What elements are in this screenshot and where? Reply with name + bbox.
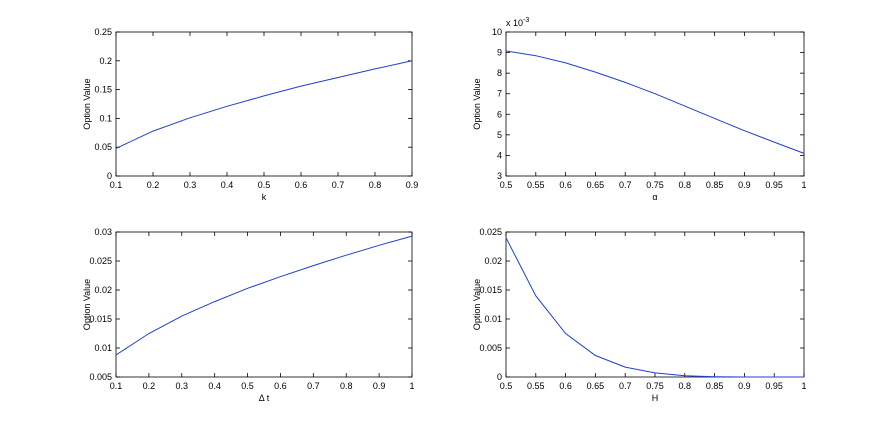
x-axis-label: Δ t xyxy=(259,393,270,403)
multiplier-exponent: -3 xyxy=(523,17,529,24)
subplot-4: 0.5 0.55 0.6 0.65 0.7 0.75 0.8 0.85 0.9 0.95 1 0 0.0… xyxy=(472,227,807,403)
x-tick-label: 1 xyxy=(801,180,806,190)
subplot-2: 0.5 0.55 0.6 0.65 0.7 0.75 0.8 0.85 0.9 0.95 1 3 4 5 6… xyxy=(472,17,807,202)
subplot-3: 0.1 0.2 0.3 0.4 0.5 0.6 0.7 0.8 0.9 1 0.005 0.01 0.0… xyxy=(82,227,415,403)
y-tick-label: 6 xyxy=(497,109,502,119)
y-tick-label: 4 xyxy=(497,150,502,160)
x-tick-label: 0.7 xyxy=(307,381,320,391)
x-tick-label: 0.9 xyxy=(373,381,386,391)
x-tick-label: 0.5 xyxy=(241,381,254,391)
x-tick-label: 0.1 xyxy=(110,180,123,190)
subplot-1: 0.1 0.2 0.3 0.4 0.5 0.6 0.7 0.8 0.9 0 0.05 0.1 0.15 0… xyxy=(82,27,418,202)
multiplier-base: x 10 xyxy=(506,18,523,28)
y-tick-label: 0.15 xyxy=(94,85,112,95)
x-tick-label: 1 xyxy=(409,381,414,391)
y-tick-label: 0.015 xyxy=(89,314,112,324)
x-tick-label: 0.7 xyxy=(619,180,632,190)
x-tick-label: 0.5 xyxy=(258,180,271,190)
y-tick-label: 0.025 xyxy=(479,227,502,237)
x-tick-label: 1 xyxy=(801,381,806,391)
y-tick-label: 0.02 xyxy=(484,256,502,266)
x-tick-label: 0.8 xyxy=(340,381,353,391)
x-tick-label: 0.8 xyxy=(679,180,692,190)
y-tick-label: 8 xyxy=(497,68,502,78)
x-tick-label: 0.95 xyxy=(765,381,783,391)
x-tick-label: 0.5 xyxy=(500,180,513,190)
y-tick-label: 5 xyxy=(497,130,502,140)
x-tick-label: 0.4 xyxy=(208,381,221,391)
y-tick-label: 0.005 xyxy=(89,372,112,382)
x-tick-label: 0.65 xyxy=(587,381,605,391)
x-tick-label: 0.8 xyxy=(369,180,382,190)
series-line xyxy=(115,60,413,149)
y-tick-label: 0.025 xyxy=(89,256,112,266)
x-tick-label: 0.55 xyxy=(527,180,545,190)
y-tick-label: 0.01 xyxy=(484,314,502,324)
x-tick-label: 0.6 xyxy=(295,180,308,190)
x-tick-label: 0.85 xyxy=(706,381,724,391)
y-tick-label: 10 xyxy=(492,27,502,37)
x-tick-label: 0.6 xyxy=(559,180,572,190)
x-tick-label: 0.6 xyxy=(274,381,287,391)
x-tick-label: 0.9 xyxy=(406,180,419,190)
y-tick-label: 0.25 xyxy=(94,27,112,37)
y-axis-multiplier: x 10-3 xyxy=(506,17,529,28)
y-tick-label: 0 xyxy=(107,171,112,181)
x-tick-label: 0.3 xyxy=(184,180,197,190)
y-tick-label: 3 xyxy=(497,171,502,181)
x-tick-label: 0.2 xyxy=(143,381,156,391)
x-axis-label: H xyxy=(652,393,659,403)
y-tick-label: 0.01 xyxy=(94,343,112,353)
y-tick-label: 0.005 xyxy=(479,343,502,353)
plot-area xyxy=(115,31,413,177)
x-tick-label: 0.55 xyxy=(527,381,545,391)
y-axis-label: Option Value xyxy=(82,78,92,129)
plot-area xyxy=(505,31,805,177)
x-tick-label: 0.85 xyxy=(706,180,724,190)
y-tick-label: 0.05 xyxy=(94,142,112,152)
y-tick-label: 0 xyxy=(497,372,502,382)
x-tick-label: 0.75 xyxy=(646,180,664,190)
y-tick-label: 9 xyxy=(497,48,502,58)
x-axis-label: k xyxy=(262,192,267,202)
x-tick-label: 0.2 xyxy=(147,180,160,190)
y-axis-label: Option Value xyxy=(472,279,482,330)
y-tick-label: 0.1 xyxy=(99,113,112,123)
x-tick-label: 0.3 xyxy=(176,381,189,391)
plot-area xyxy=(505,231,805,378)
series-line xyxy=(505,237,804,378)
x-tick-label: 0.8 xyxy=(679,381,692,391)
x-tick-label: 0.9 xyxy=(738,180,751,190)
y-tick-label: 0.015 xyxy=(479,285,502,295)
y-tick-label: 0.02 xyxy=(94,285,112,295)
x-tick-label: 0.4 xyxy=(221,180,234,190)
x-tick-label: 0.1 xyxy=(110,381,123,391)
series-line xyxy=(115,235,413,356)
x-tick-label: 0.7 xyxy=(619,381,632,391)
x-axis-label: α xyxy=(652,192,657,202)
x-tick-label: 0.6 xyxy=(559,381,572,391)
y-tick-label: 0.2 xyxy=(99,56,112,66)
y-axis-label: Option Value xyxy=(82,279,92,330)
y-tick-label: 0.03 xyxy=(94,227,112,237)
x-tick-label: 0.95 xyxy=(765,180,783,190)
x-tick-label: 0.9 xyxy=(738,381,751,391)
x-tick-label: 0.75 xyxy=(646,381,664,391)
x-tick-label: 0.5 xyxy=(500,381,513,391)
y-axis-label: Option Value xyxy=(472,78,482,129)
plot-area xyxy=(115,231,413,378)
y-tick-label: 7 xyxy=(497,89,502,99)
x-tick-label: 0.7 xyxy=(332,180,345,190)
series-line xyxy=(505,50,805,154)
x-tick-label: 0.65 xyxy=(587,180,605,190)
